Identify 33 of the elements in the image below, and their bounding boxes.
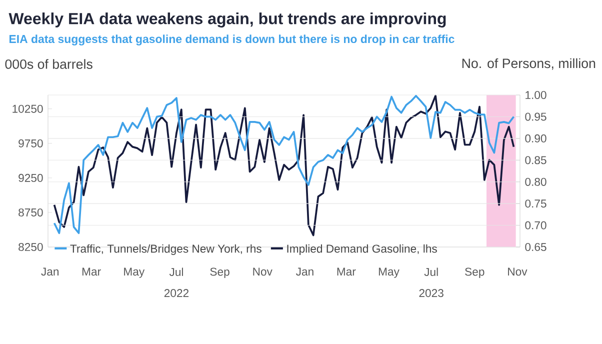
x-tick-label: Sep [465,268,484,278]
x-tick-label: Jan [41,268,58,276]
y2-axis-title: No. of Persons, million [462,58,596,70]
y-tick-label: 8250 [18,243,43,252]
x-tick-label: Nov [253,268,272,276]
x-tick-label: Mar [82,268,101,276]
y2-tick-label: 1.00 [526,91,546,100]
y2-tick-label: 0.75 [525,200,546,208]
y2-tick-label: 0.70 [525,221,546,230]
y-tick-label: 9750 [18,139,43,148]
y2-tick-label: 0.95 [525,112,546,121]
y2-tick-label: 0.85 [525,156,546,164]
x-tick-label: May [378,268,400,278]
y2-tick-label: 0.90 [525,134,546,142]
x-tick-label: Sep [210,268,230,278]
x-tick-label: Jul [169,268,183,276]
x-tick-label: Mar [337,268,356,276]
text: 2023 [419,289,444,298]
y-tick-label: 8750 [18,208,43,216]
legend-label: Implied Demand Gasoline, lhs [287,244,437,255]
y-tick-label: 9250 [18,174,43,182]
x-tick-label: Nov [508,268,528,276]
legend-label: Traffic, Tunnels/Bridges New York, rhs [70,244,262,255]
text: 2022 [164,289,189,298]
chart-title: Weekly EIA data weakens again, but trends are improving [8,12,446,28]
y-tick-label: 10250 [12,104,43,113]
y2-tick-label: 0.65 [525,242,546,252]
x-tick-label: Jan [296,268,314,276]
x-tick-label: May [124,268,145,278]
y2-tick-label: 0.80 [525,178,546,186]
y-axis-title: 000s of barrels [5,59,92,69]
chart-subtitle: EIA data suggests that gasoline demand is down but there is no drop in car traffic [9,34,454,46]
x-tick-label: Jul [424,268,438,276]
